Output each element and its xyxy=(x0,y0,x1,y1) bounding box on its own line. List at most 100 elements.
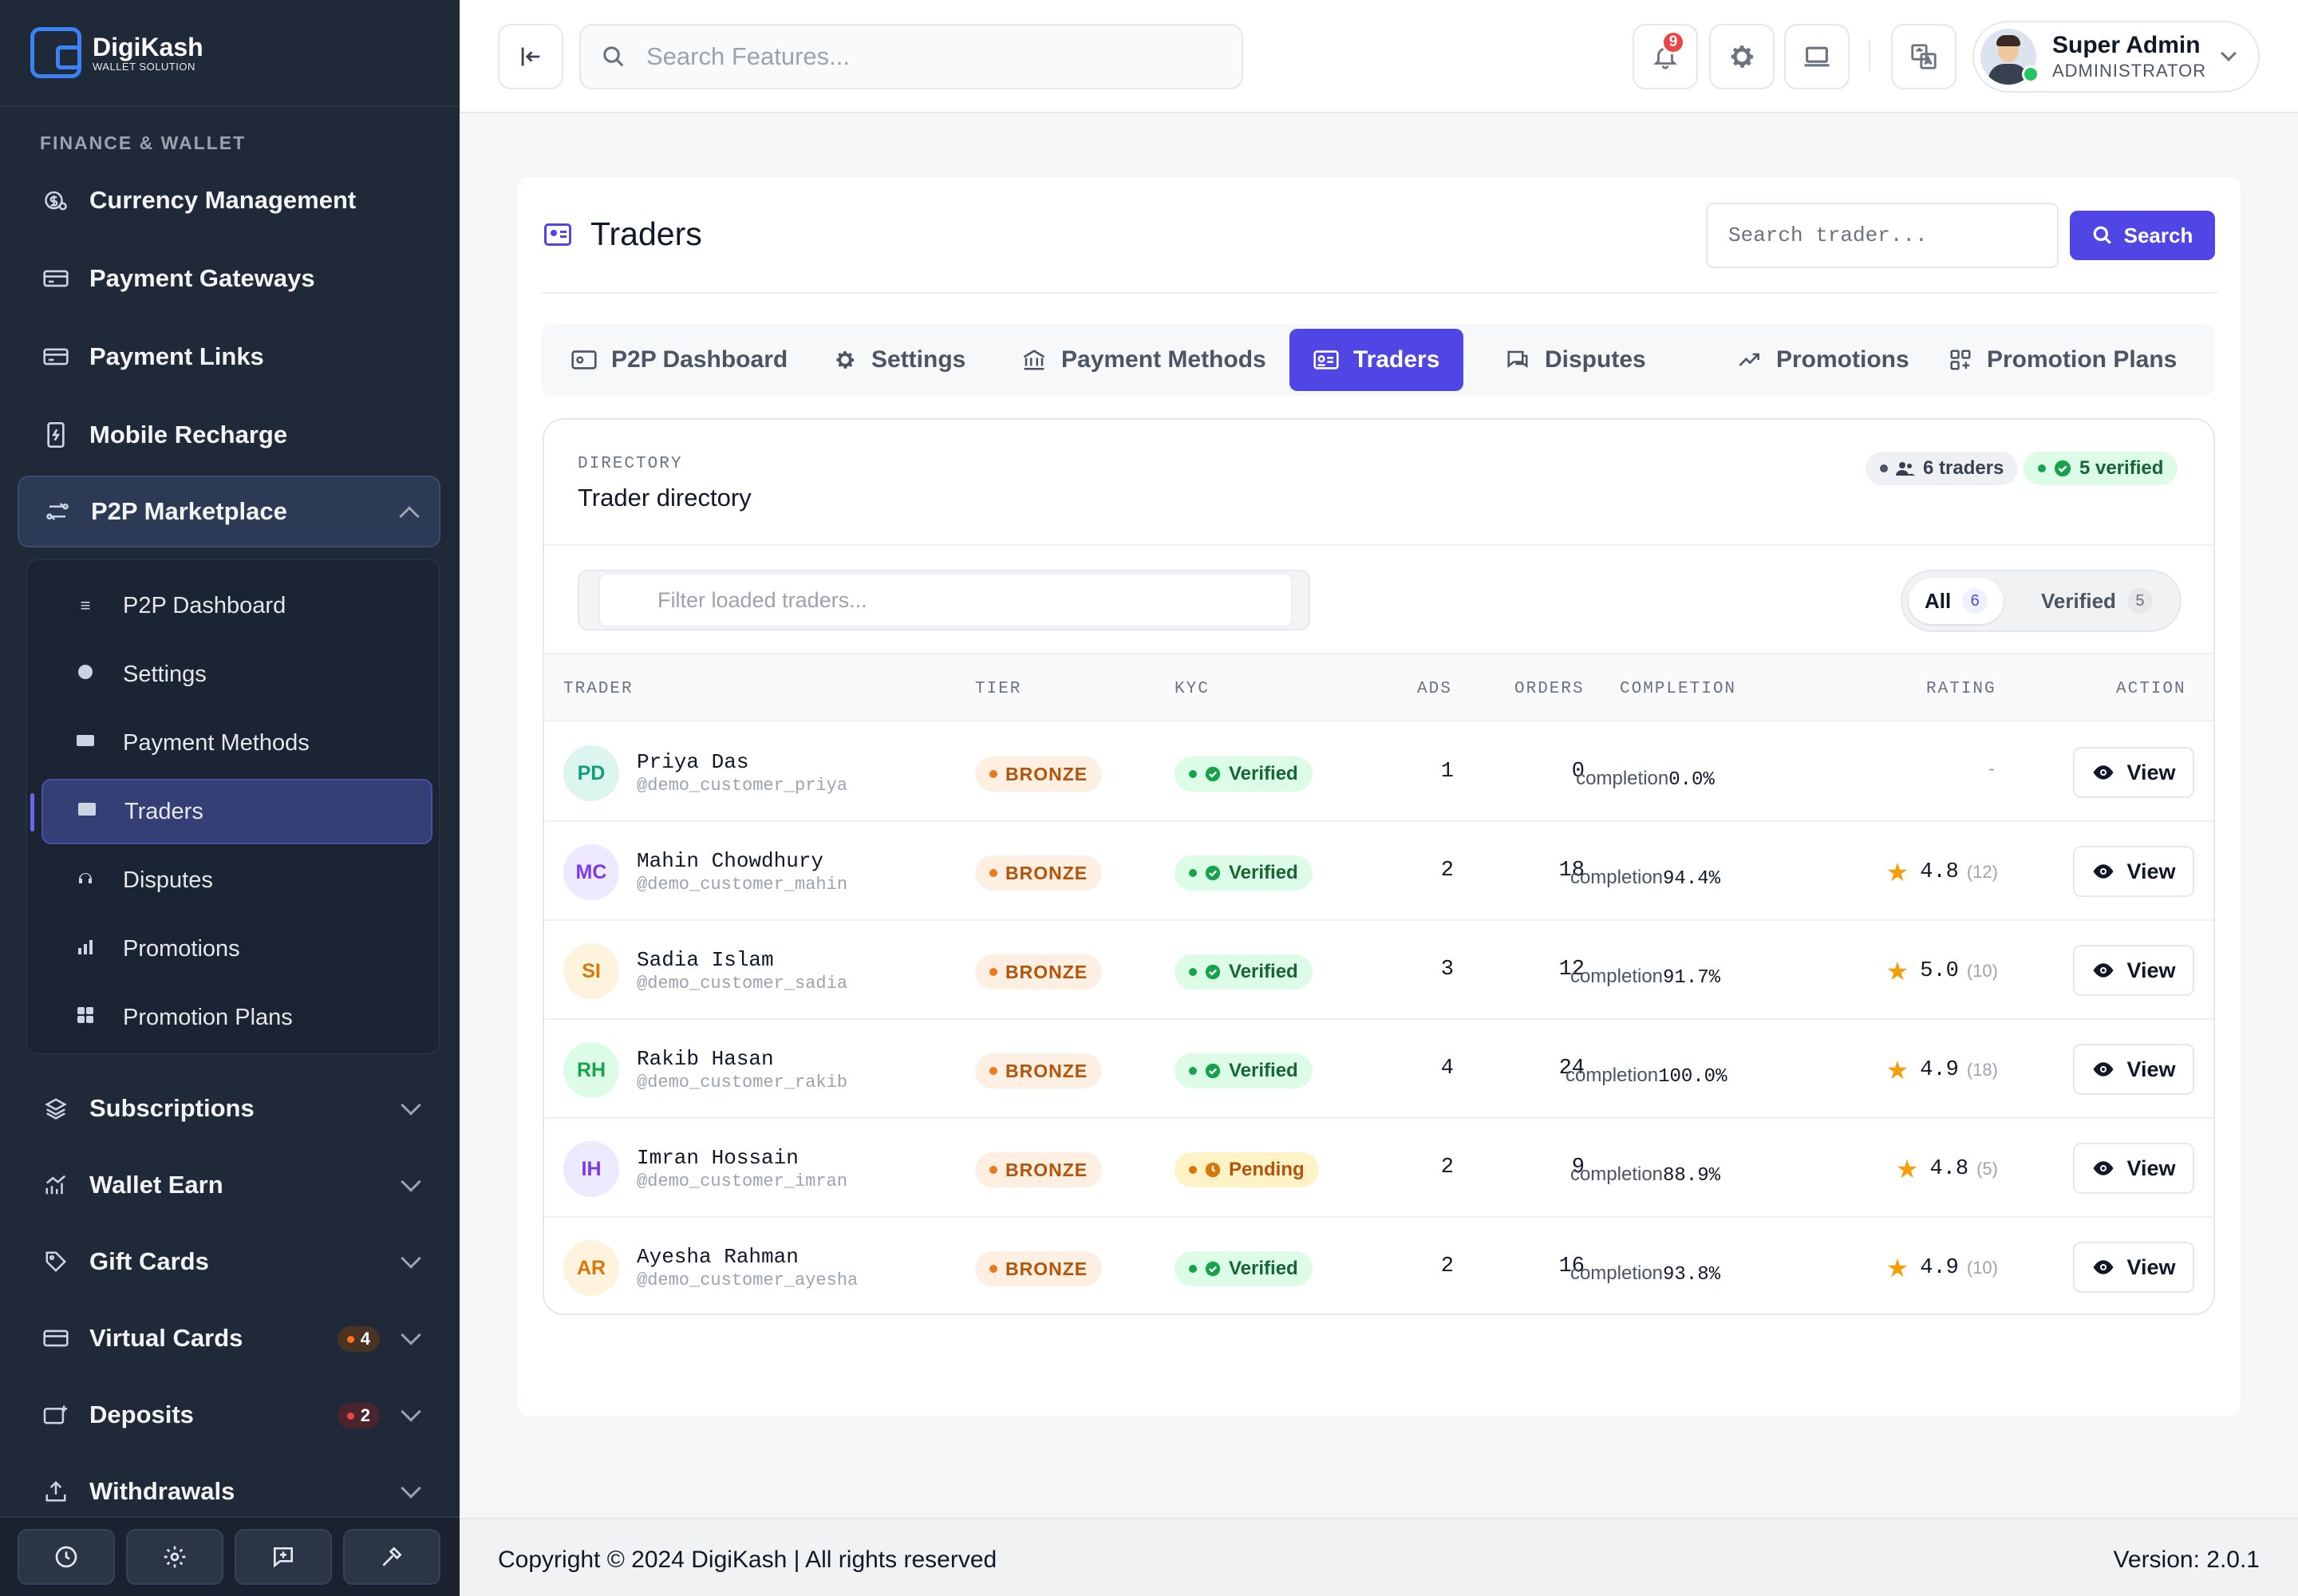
submenu-item-payment-methods[interactable]: Payment Methods xyxy=(41,710,432,776)
view-trader-button[interactable]: View xyxy=(2073,1242,2194,1293)
kyc-label: Verified xyxy=(1229,961,1298,982)
submenu-item-p2p-dashboard[interactable]: ≡ P2P Dashboard xyxy=(41,573,432,638)
view-trader-button[interactable]: View xyxy=(2073,945,2194,996)
sidebar-item-gift-cards[interactable]: Gift Cards xyxy=(18,1226,440,1298)
tab-payment-methods[interactable]: Payment Methods xyxy=(997,329,1290,391)
sidebar-item-payment-links[interactable]: Payment Links xyxy=(18,321,440,393)
rating-count: (10) xyxy=(1966,1258,1998,1278)
sidebar-item-virtual-cards[interactable]: Virtual Cards 4 xyxy=(18,1302,440,1374)
id-card-icon xyxy=(1313,350,1339,370)
submenu-item-disputes[interactable]: Disputes xyxy=(41,847,432,913)
check-circle-icon xyxy=(2054,460,2071,477)
column-header-orders[interactable]: ORDERS xyxy=(1514,680,1585,698)
tier-label: BRONZE xyxy=(1005,1258,1088,1279)
tab-p2p-dashboard[interactable]: P2P Dashboard xyxy=(547,329,811,391)
topbar: 9 Super Admin ADMINISTRATOR xyxy=(460,0,2298,113)
kyc-dot xyxy=(1189,968,1197,976)
view-button-label: View xyxy=(2126,1057,2176,1081)
ads-count: 4 xyxy=(1440,1057,1454,1080)
column-header-tier[interactable]: TIER xyxy=(975,680,1022,698)
trader-filter-input[interactable] xyxy=(657,587,1291,613)
sidebar-item-currency-management[interactable]: Currency Management xyxy=(18,164,440,236)
star-icon: ★ xyxy=(1885,1055,1909,1085)
completion-rate: completion0.0% xyxy=(1566,768,1725,791)
feedback-button[interactable] xyxy=(235,1529,332,1585)
sidebar-item-mobile-recharge[interactable]: Mobile Recharge xyxy=(18,399,440,471)
notifications-button[interactable]: 9 xyxy=(1633,24,1698,89)
grid-icon xyxy=(75,1005,96,1029)
trader-filter[interactable] xyxy=(578,570,1310,630)
tier-badge: BRONZE xyxy=(975,855,1103,891)
trader-search-input[interactable] xyxy=(1708,204,2057,267)
translate-icon xyxy=(1911,44,1937,69)
check-circle-icon xyxy=(1205,766,1221,782)
view-trader-button[interactable]: View xyxy=(2073,846,2194,897)
submenu-item-promotions[interactable]: Promotions xyxy=(41,916,432,982)
column-header-kyc[interactable]: KYC xyxy=(1175,680,1210,698)
table-row: PD Priya Das @demo_customer_priya BRONZE Ver… xyxy=(544,723,2213,822)
segment-all[interactable]: All 6 xyxy=(1909,578,2004,624)
sidebar-item-withdrawals[interactable]: Withdrawals xyxy=(18,1456,440,1527)
submenu-item-label: Disputes xyxy=(123,867,213,893)
search-button[interactable]: Search xyxy=(2070,211,2215,260)
online-status-dot xyxy=(2022,65,2039,83)
settings-button[interactable] xyxy=(1709,24,1775,89)
user-profile-menu[interactable]: Super Admin ADMINISTRATOR xyxy=(1972,21,2260,93)
table-row: AR Ayesha Rahman @demo_customer_ayesha BRON… xyxy=(544,1218,2213,1314)
column-header-trader[interactable]: TRADER xyxy=(563,680,634,698)
view-trader-button[interactable]: View xyxy=(2073,747,2194,798)
orders-count: 12 xyxy=(1558,958,1585,982)
ads-count: 2 xyxy=(1440,859,1454,883)
sidebar-item-label: Virtual Cards xyxy=(89,1324,243,1352)
kyc-label: Verified xyxy=(1229,1060,1298,1081)
segment-verified[interactable]: Verified 5 xyxy=(2025,578,2169,624)
sidebar-item-subscriptions[interactable]: Subscriptions xyxy=(18,1073,440,1144)
feature-search[interactable] xyxy=(579,24,1243,89)
tier-dot xyxy=(989,968,997,976)
submenu-item-promotion-plans[interactable]: Promotion Plans xyxy=(41,985,432,1050)
sidebar-item-wallet-earn[interactable]: Wallet Earn xyxy=(18,1149,440,1221)
tab-traders[interactable]: Traders xyxy=(1289,329,1464,391)
tab-promotion-plans[interactable]: Promotion Plans xyxy=(1925,329,2201,391)
column-header-completion[interactable]: COMPLETION xyxy=(1620,680,1737,698)
chevron-down-icon xyxy=(401,1171,421,1192)
topbar-divider xyxy=(1869,40,1870,72)
tab-disputes[interactable]: Disputes xyxy=(1481,329,1670,391)
view-trader-button[interactable]: View xyxy=(2073,1044,2194,1095)
directory-title: Trader directory xyxy=(578,484,752,512)
check-circle-icon xyxy=(1205,964,1221,980)
chevron-down-icon xyxy=(401,1478,421,1499)
view-trader-button[interactable]: View xyxy=(2073,1143,2194,1194)
submenu-item-label: P2P Dashboard xyxy=(123,592,286,618)
trader-search-field[interactable] xyxy=(1706,203,2059,268)
column-header-ads[interactable]: ADS xyxy=(1417,680,1452,698)
column-header-rating[interactable]: RATING xyxy=(1926,680,1996,698)
submenu-item-traders[interactable]: Traders xyxy=(30,779,432,844)
tier-dot xyxy=(989,1166,997,1174)
sidebar-section-label: FINANCE & WALLET xyxy=(40,132,247,153)
submenu-item-settings[interactable]: Settings xyxy=(41,642,432,707)
badge-count: 4 xyxy=(360,1329,370,1349)
tools-button[interactable] xyxy=(343,1529,440,1585)
history-button[interactable] xyxy=(18,1529,115,1585)
gear-icon xyxy=(164,1546,186,1568)
badge-count: 2 xyxy=(360,1405,370,1425)
eye-icon xyxy=(2093,1161,2114,1175)
settings-button[interactable] xyxy=(126,1529,223,1585)
collapse-sidebar-button[interactable] xyxy=(498,24,563,89)
kyc-label: Verified xyxy=(1229,1258,1298,1279)
sidebar-item-label: Subscriptions xyxy=(89,1094,255,1122)
bank-icon xyxy=(1021,348,1047,372)
tier-badge: BRONZE xyxy=(975,757,1103,792)
tab-promotions[interactable]: Promotions xyxy=(1712,329,1933,391)
view-button-label: View xyxy=(2126,859,2176,883)
sidebar-item-p2p-marketplace[interactable]: P2P Marketplace xyxy=(18,476,440,547)
sidebar-item-deposits[interactable]: Deposits 2 xyxy=(18,1379,440,1451)
display-mode-button[interactable] xyxy=(1784,24,1850,89)
tab-settings[interactable]: Settings xyxy=(809,329,989,391)
brand[interactable]: DigiKash WALLET SOLUTION xyxy=(0,0,460,107)
language-button[interactable] xyxy=(1891,24,1956,89)
sidebar-item-payment-gateways[interactable]: Payment Gateways xyxy=(18,243,440,314)
feature-search-input[interactable] xyxy=(646,42,1205,71)
kyc-status-badge: Verified xyxy=(1175,757,1313,792)
